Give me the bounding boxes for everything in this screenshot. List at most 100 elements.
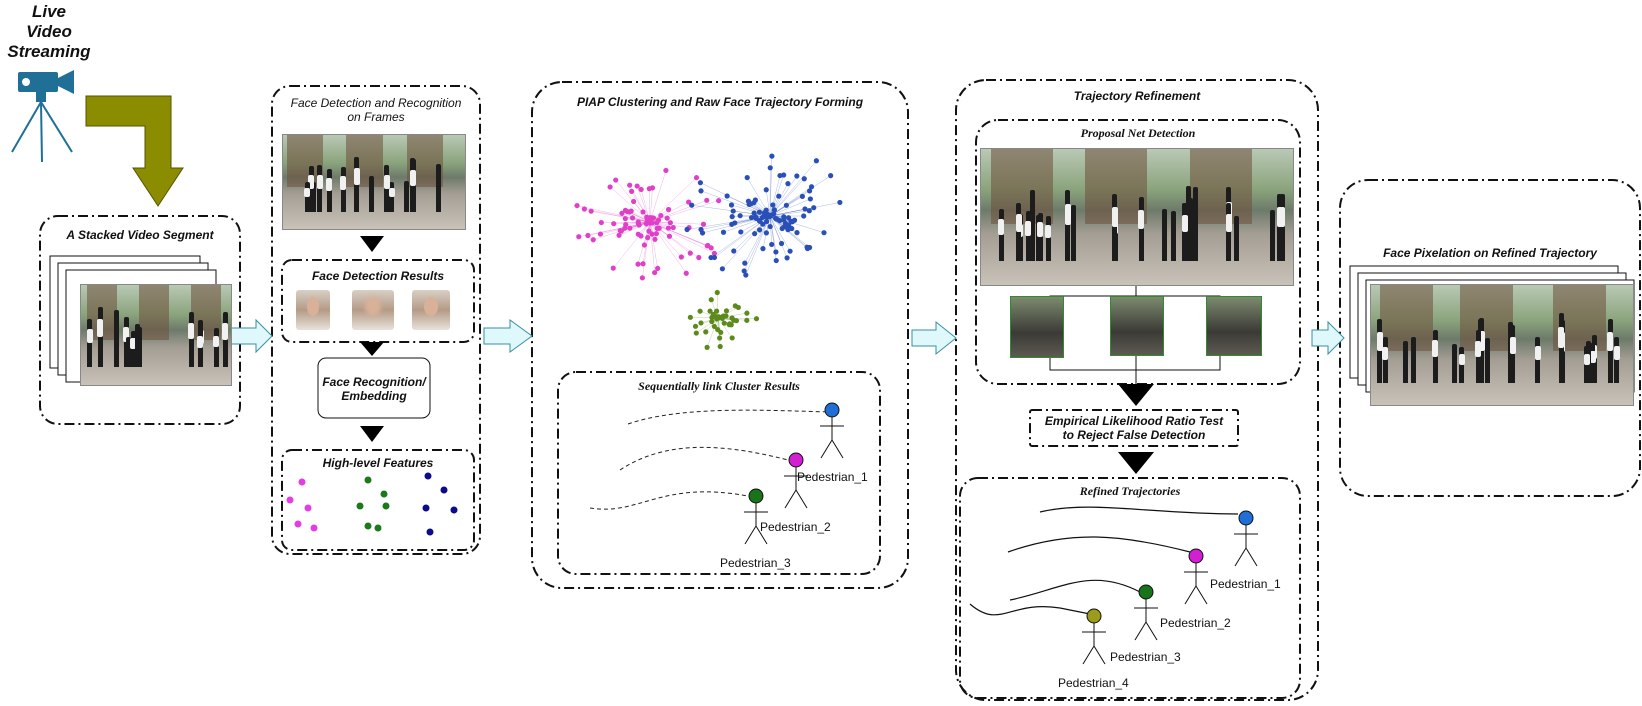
cluster-edge	[613, 221, 651, 224]
cluster-point	[777, 172, 783, 179]
feature-dot	[380, 490, 388, 498]
cluster-edge	[769, 175, 798, 217]
cluster-edge	[745, 215, 771, 276]
cluster-point	[717, 335, 723, 341]
crowd-shirt	[1276, 207, 1283, 228]
title-line: on Frames	[347, 110, 405, 124]
cluster-point	[689, 202, 695, 208]
cluster-point	[616, 232, 622, 238]
detection-recognition-box	[271, 85, 481, 555]
cluster-edge	[649, 201, 689, 223]
cluster-point	[738, 229, 744, 235]
cluster-point	[640, 261, 646, 267]
cluster-edge	[629, 221, 651, 229]
cluster-point	[611, 221, 617, 227]
crowd-figure	[87, 319, 93, 367]
cluster-point	[756, 218, 762, 224]
cluster-edge	[717, 305, 736, 319]
stream-arrow	[85, 95, 184, 207]
cluster-point	[704, 344, 710, 350]
cluster-point	[649, 231, 655, 237]
crowd-figure	[1475, 329, 1481, 384]
crowd-shirt	[388, 187, 395, 197]
cluster-edge	[769, 183, 789, 217]
cluster-point	[687, 314, 693, 320]
cluster-edge	[649, 221, 690, 228]
flow-arrow-4	[1311, 320, 1345, 356]
proposal-crop-image	[1110, 296, 1164, 356]
cluster-point	[778, 240, 785, 247]
cluster-point	[799, 193, 805, 199]
crowd-shirt	[1376, 331, 1383, 352]
crowd-figure	[1382, 337, 1388, 384]
cluster-point	[654, 225, 660, 232]
cluster-point	[723, 308, 730, 314]
crowd-shirt	[1111, 206, 1118, 228]
crowd-figure	[1558, 313, 1564, 384]
crowd-figure	[1377, 318, 1383, 384]
refined-title: Refined Trajectories	[1079, 484, 1181, 498]
cluster-point	[752, 231, 758, 237]
pedestrian-figure	[1082, 608, 1106, 665]
crowd-shirt	[1382, 346, 1389, 361]
crowd-figure	[354, 157, 360, 213]
feature-dot	[294, 520, 302, 528]
cluster-point	[700, 221, 707, 227]
crowd-figure	[1030, 189, 1036, 261]
cluster-point	[640, 209, 646, 215]
cluster-point	[744, 317, 750, 323]
refined-trajectory-4	[969, 603, 1091, 616]
cluster-edge	[753, 202, 771, 217]
cluster-point	[794, 230, 800, 236]
crowd-figure	[1510, 325, 1516, 384]
crowd-figure	[1138, 197, 1144, 261]
cluster-point	[607, 184, 613, 190]
cluster-point	[665, 206, 672, 213]
cluster-point	[756, 227, 763, 233]
cluster-point	[598, 219, 604, 226]
cluster-edge	[769, 215, 783, 229]
crowd-figure	[1185, 186, 1191, 261]
cluster-scatter	[574, 153, 843, 350]
cluster-point	[619, 210, 625, 216]
cluster-point	[693, 175, 700, 181]
crowd-figure	[311, 181, 317, 213]
refined-box	[959, 477, 1301, 699]
face-crop-image	[352, 290, 394, 330]
cluster-edge	[769, 156, 773, 217]
down-arrow-4	[1118, 384, 1154, 406]
cluster-point	[698, 320, 704, 326]
feature-dot	[304, 504, 312, 512]
cluster-point	[745, 198, 752, 204]
cluster-point	[627, 182, 633, 188]
cluster-point	[751, 200, 757, 206]
crowd-figure	[1535, 336, 1541, 384]
cluster-point	[804, 244, 810, 250]
cluster-point	[623, 222, 629, 228]
crowd-figure	[188, 311, 194, 367]
cluster-point	[635, 261, 641, 267]
crowd-figure	[384, 165, 390, 213]
crowd-shirt	[353, 168, 360, 185]
cluster-point	[789, 225, 795, 232]
cluster-point	[742, 260, 748, 266]
video-frame-image	[80, 284, 232, 386]
crowd-shirt	[197, 335, 204, 348]
proposal-frame-image	[980, 148, 1294, 286]
crowd-shirt	[1607, 332, 1614, 352]
cluster-edge	[576, 205, 651, 223]
crowd-figure	[130, 330, 136, 367]
feature-dot	[382, 502, 390, 510]
crowd-shirt	[316, 174, 323, 189]
link-title: Sequentially link Cluster Results	[638, 379, 800, 393]
crowd-figure	[1584, 346, 1590, 384]
cluster-point	[785, 215, 792, 221]
crowd-shirt	[1181, 214, 1188, 232]
cluster-point	[622, 207, 629, 213]
crowd-figure	[135, 323, 141, 367]
crowd-shirt	[1064, 204, 1071, 226]
stacked-segment-box	[39, 215, 241, 425]
crowd-figure	[1065, 189, 1071, 261]
crowd-figure	[1182, 203, 1188, 261]
pedestrian-label: Pedestrian_3	[1110, 650, 1181, 664]
